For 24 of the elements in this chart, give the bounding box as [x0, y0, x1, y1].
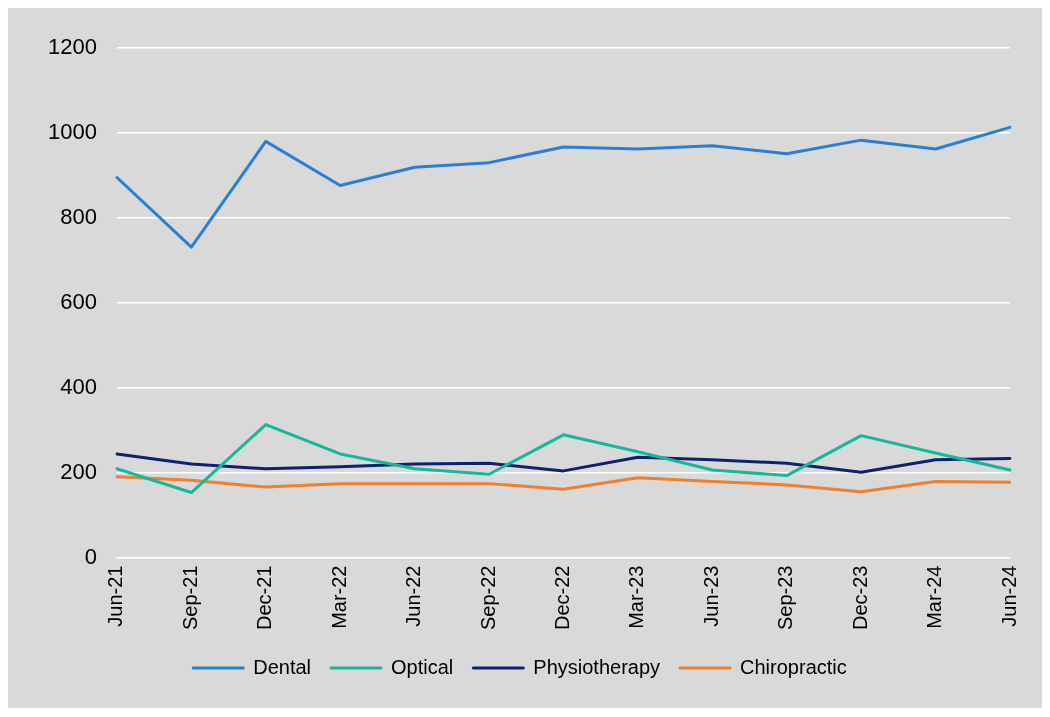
- legend-label: Chiropractic: [740, 655, 847, 678]
- x-tick-label: Sep-21: [178, 565, 201, 631]
- legend-label: Physiotherapy: [533, 655, 661, 678]
- y-tick-label: 400: [60, 373, 97, 399]
- y-tick-label: 600: [60, 288, 97, 314]
- y-tick-label: 800: [60, 203, 97, 229]
- x-tick-label: Mar-23: [625, 565, 648, 629]
- x-tick-label: Sep-23: [774, 565, 797, 631]
- legend-label: Optical: [391, 655, 454, 678]
- y-tick-label: 1000: [47, 118, 97, 144]
- x-tick-label: Jun-23: [699, 565, 722, 627]
- x-tick-label: Mar-22: [327, 565, 350, 629]
- x-tick-label: Mar-24: [923, 565, 946, 629]
- y-tick-label: 1200: [47, 34, 97, 60]
- x-tick-label: Dec-22: [550, 565, 573, 630]
- x-tick-label: Dec-21: [253, 565, 276, 630]
- x-tick-label: Jun-24: [997, 565, 1020, 627]
- y-tick-label: 200: [60, 458, 97, 484]
- x-tick-label: Sep-22: [476, 565, 499, 631]
- legend-label: Dental: [253, 655, 312, 678]
- y-tick-label: 0: [84, 543, 97, 569]
- x-tick-label: Jun-22: [402, 565, 425, 627]
- x-tick-label: Dec-23: [848, 565, 871, 630]
- x-tick-label: Jun-21: [104, 565, 127, 627]
